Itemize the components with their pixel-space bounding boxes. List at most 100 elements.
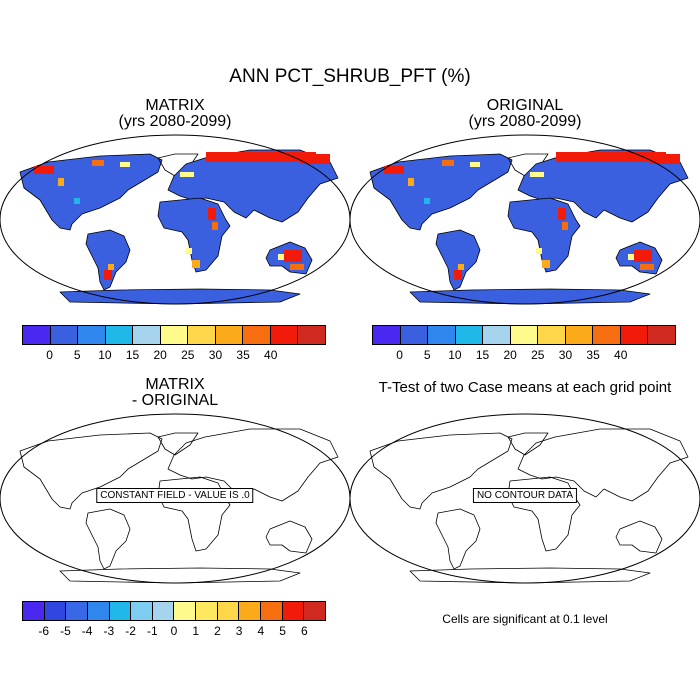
landmass-north-america	[369, 432, 513, 510]
colorbar-swatch	[50, 326, 79, 344]
colorbar-tick-label: 15	[475, 348, 490, 362]
great-plains-patch	[74, 198, 80, 204]
colorbar-swatch	[87, 602, 110, 620]
colorbar-swatch	[428, 326, 456, 344]
landmass-south-america	[435, 508, 481, 570]
great-plains-patch	[424, 198, 430, 204]
colorbar-swatch	[23, 602, 45, 620]
south-africa-hotspot	[542, 260, 550, 268]
australia-west-patch	[628, 254, 634, 260]
colorbar-swatch	[217, 602, 240, 620]
landmass-south-america	[435, 229, 481, 291]
scandinavia-tundra	[180, 172, 194, 177]
colorbar-swatch	[565, 326, 594, 344]
colorbar-swatch	[109, 602, 132, 620]
colorbar-swatch	[174, 602, 197, 620]
colorbar-tick-label: 30	[558, 348, 573, 362]
arctic-eurasia-hotspot	[206, 152, 316, 162]
australia-south-hotspot	[640, 264, 654, 270]
significance-footnote: Cells are significant at 0.1 level	[442, 612, 608, 626]
landmass-north-america	[369, 153, 513, 231]
colorbar-tick-label: 15	[125, 348, 140, 362]
east-siberia-hotspot	[650, 154, 680, 164]
map-boundary	[0, 134, 350, 305]
map-original	[350, 134, 700, 305]
colorbar-swatch	[239, 602, 262, 620]
landmass-antarctica	[409, 288, 651, 305]
colorbar-swatch	[483, 326, 511, 344]
colorbar-tick-label: 25	[531, 348, 545, 362]
australia-west-patch	[278, 254, 284, 260]
colorbar-swatch	[373, 326, 401, 344]
east-siberia-hotspot	[300, 154, 330, 164]
canada-tundra	[120, 162, 130, 167]
colorbar-swatch	[78, 326, 106, 344]
colorbar-difference	[22, 601, 326, 621]
colorbar-swatch	[620, 326, 649, 344]
east-africa-hotspot	[208, 208, 216, 220]
colorbar-swatch	[538, 326, 566, 344]
australia-south-hotspot	[290, 264, 304, 270]
panel-title-original: ORIGINAL	[486, 97, 564, 114]
colorbar-swatch	[66, 602, 88, 620]
canada-hotspot	[92, 160, 104, 166]
colorbar-swatch	[188, 326, 216, 344]
panel-subtitle-matrix: (yrs 2080-2099)	[118, 113, 232, 130]
constant-field-message: CONSTANT FIELD - VALUE IS .0	[96, 488, 254, 503]
colorbar-tick-label: 25	[181, 348, 195, 362]
colorbar-tick-label: -6	[38, 624, 50, 638]
colorbar-swatch	[44, 602, 67, 620]
landmass-antarctica	[409, 567, 651, 584]
colorbar-swatch	[304, 602, 325, 620]
landmass-antarctica	[59, 288, 301, 305]
landmass-south-america	[85, 508, 131, 570]
east-africa-hotspot-2	[212, 222, 218, 230]
map-boundary	[350, 134, 700, 305]
argentina-patch	[458, 264, 464, 270]
colorbar-tick-label: 2	[214, 624, 221, 638]
alaska-hotspot	[384, 166, 404, 174]
map-ttest	[350, 413, 700, 584]
rockies-hotspot	[408, 178, 414, 186]
colorbar-swatch	[160, 326, 189, 344]
landmass-australia	[265, 520, 313, 554]
colorbar-swatch	[133, 326, 161, 344]
colorbar-tick-label: 0	[170, 624, 178, 638]
landmass-greenland	[507, 432, 549, 456]
colorbar-swatch	[400, 326, 429, 344]
south-africa-hotspot	[192, 260, 200, 268]
colorbar-swatch	[243, 326, 271, 344]
colorbar-tick-label: -5	[60, 624, 71, 638]
colorbar-tick-label: 30	[208, 348, 223, 362]
scandinavia-tundra	[530, 172, 544, 177]
colorbar-tick-label: 6	[300, 624, 308, 638]
colorbar-swatch	[196, 602, 218, 620]
colorbar-tick-label: 4	[257, 624, 265, 638]
no-contour-message: NO CONTOUR DATA	[472, 488, 578, 503]
east-africa-hotspot	[558, 208, 566, 220]
rockies-hotspot	[58, 178, 64, 186]
colorbar-tick-label: 40	[614, 348, 628, 362]
colorbar-tick-label: 20	[153, 348, 167, 362]
colorbar-swatch	[510, 326, 539, 344]
arctic-eurasia-hotspot	[556, 152, 666, 162]
colorbar-tick-label: 5	[279, 624, 286, 638]
colorbar-tick-label: -4	[81, 624, 93, 638]
colorbar-tick-label: 40	[264, 348, 278, 362]
colorbar-original	[372, 325, 676, 345]
colorbar-tick-label: 10	[448, 348, 462, 362]
landmass-australia	[615, 520, 663, 554]
australia-hotspot	[284, 250, 302, 262]
landmass-north-america	[19, 432, 163, 510]
colorbar-swatch	[282, 602, 305, 620]
landmass-antarctica	[59, 567, 301, 584]
panel-title-difference: MATRIX	[145, 376, 205, 393]
colorbar-swatch	[261, 602, 283, 620]
colorbar-tick-label: 5	[423, 348, 431, 362]
colorbar-tick-label: 0	[46, 348, 53, 362]
canada-tundra	[470, 162, 480, 167]
panel-subtitle-original: (yrs 2080-2099)	[468, 113, 582, 130]
colorbar-swatch	[270, 326, 299, 344]
colorbar-swatch	[455, 326, 484, 344]
colorbar-tick-label: 35	[236, 348, 250, 362]
